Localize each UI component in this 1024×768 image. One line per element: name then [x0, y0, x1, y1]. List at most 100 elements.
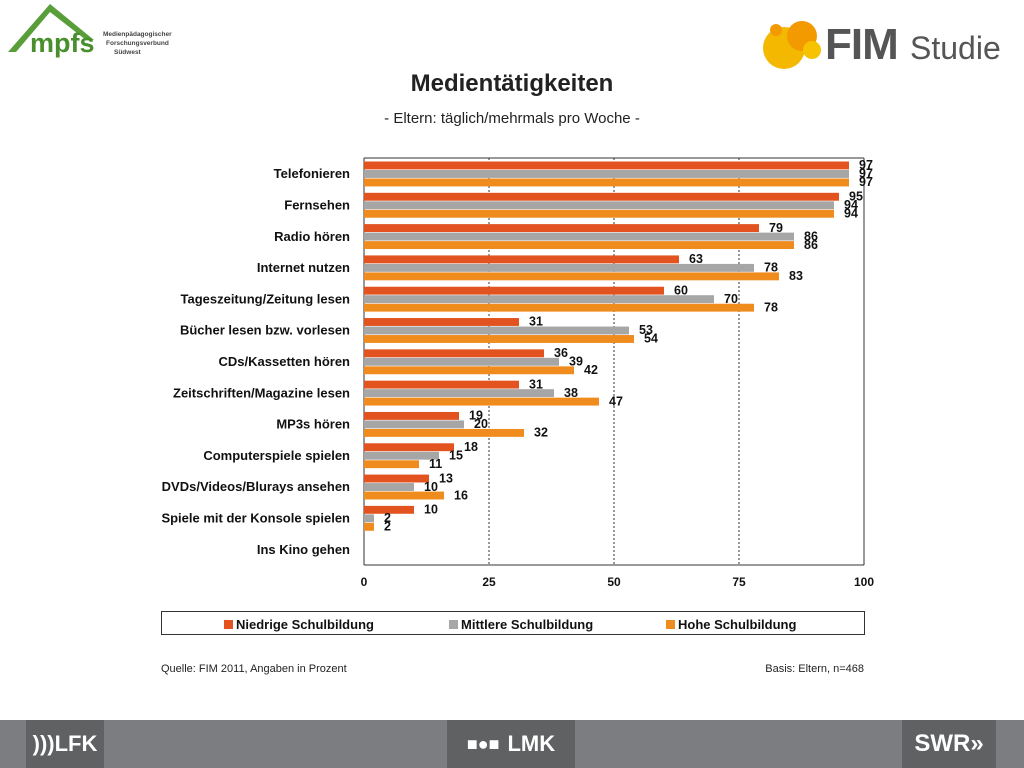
- footer-swr-label: SWR»: [914, 730, 984, 757]
- bar: [364, 326, 629, 335]
- bar: [364, 443, 454, 452]
- bar: [364, 170, 849, 178]
- data-label: 97: [859, 175, 873, 189]
- bars: [364, 161, 849, 531]
- legend: Niedrige Schulbildung Mittlere Schulbild…: [161, 611, 865, 635]
- category-label: Spiele mit der Konsole spielen: [161, 511, 350, 526]
- chart-title: Medientätigkeiten: [410, 70, 614, 97]
- bar: [364, 178, 849, 187]
- bar: [364, 420, 464, 429]
- legend-label: Mittlere Schulbildung: [461, 617, 594, 632]
- bar: [364, 491, 444, 500]
- bar: [364, 397, 599, 406]
- data-label: 54: [644, 332, 658, 346]
- data-label: 2: [384, 511, 391, 525]
- bar: [364, 451, 439, 460]
- category-label: Computerspiele spielen: [203, 448, 350, 463]
- bar: [364, 209, 834, 218]
- bar: [364, 318, 519, 326]
- x-tick-label: 50: [607, 575, 621, 589]
- category-label: CDs/Kassetten hören: [219, 354, 351, 369]
- category-label: Bücher lesen bzw. vorlesen: [180, 323, 350, 338]
- category-label: Telefonieren: [274, 166, 350, 181]
- data-label: 70: [724, 292, 738, 306]
- footer-lmk-icon: ■●■: [466, 733, 500, 754]
- legend-item-mittel: Mittlere Schulbildung: [449, 617, 593, 632]
- bar: [364, 380, 519, 389]
- bar: [364, 460, 419, 469]
- footer-lmk-label: ■●■ LMK: [466, 731, 556, 756]
- data-label: 2: [384, 520, 391, 534]
- fim-wordmark: FIM: [825, 20, 899, 69]
- x-tick-label: 75: [732, 575, 746, 589]
- data-label: 53: [639, 323, 653, 337]
- data-label: 15: [449, 448, 463, 462]
- data-label: 79: [769, 221, 783, 235]
- bar: [364, 286, 664, 295]
- bar: [364, 428, 524, 437]
- category-label: Tageszeitung/Zeitung lesen: [180, 291, 350, 306]
- bar: [364, 201, 834, 210]
- basis-note: Basis: Eltern, n=468: [765, 663, 864, 675]
- x-tick-label: 100: [854, 575, 874, 589]
- legend-label: Niedrige Schulbildung: [236, 617, 374, 632]
- category-label: Zeitschriften/Magazine lesen: [173, 385, 350, 400]
- data-label: 11: [429, 457, 442, 471]
- mpfs-subline-3: Südwest: [114, 49, 141, 56]
- data-label: 94: [844, 207, 858, 221]
- x-tick-label: 25: [482, 575, 496, 589]
- data-label: 97: [859, 167, 873, 181]
- footer-lfk-tab: [26, 720, 104, 768]
- legend-swatch: [224, 620, 233, 629]
- bar: [364, 483, 414, 491]
- bar: [364, 303, 754, 312]
- mpfs-logo: mpfs Medienpädagogischer Forschungsverbu…: [6, 0, 176, 70]
- category-label: MP3s hören: [276, 417, 350, 432]
- category-label: Ins Kino gehen: [257, 542, 350, 557]
- bar: [364, 366, 574, 375]
- value-labels: 9797979594947986866378836070783153543639…: [384, 158, 873, 533]
- data-label: 38: [564, 386, 578, 400]
- bar: [364, 161, 849, 170]
- data-label: 47: [609, 394, 623, 408]
- bar: [364, 192, 839, 201]
- fim-sun-icon: [763, 21, 821, 69]
- mpfs-subline-2: Forschungsverbund: [106, 40, 169, 47]
- footer-swr-icon: »: [970, 730, 984, 757]
- data-label: 97: [859, 158, 873, 172]
- data-label: 31: [529, 315, 543, 329]
- data-label: 31: [529, 377, 543, 391]
- data-label: 19: [469, 409, 483, 423]
- data-label: 18: [464, 440, 478, 454]
- category-labels: Telefonieren Fernsehen Radio hören Internet…: [161, 166, 350, 557]
- data-label: 95: [849, 190, 863, 204]
- data-label: 42: [584, 363, 598, 377]
- footer-bar: ))) LFK ■●■ LMK SWR»: [0, 720, 1024, 768]
- data-label: 39: [569, 355, 583, 369]
- bar: [364, 224, 759, 233]
- bar: [364, 474, 429, 483]
- bar: [364, 349, 544, 358]
- data-label: 16: [454, 488, 468, 502]
- category-label: DVDs/Videos/Blurays ansehen: [162, 479, 350, 494]
- bar: [364, 522, 374, 531]
- bar: [364, 411, 459, 420]
- bar: [364, 241, 794, 250]
- legend-item-niedrig: Niedrige Schulbildung: [224, 617, 374, 632]
- data-label: 32: [534, 426, 548, 440]
- bar: [364, 514, 374, 523]
- legend-item-hoch: Hohe Schulbildung: [666, 617, 796, 632]
- data-label: 86: [804, 229, 818, 243]
- bar: [364, 232, 794, 241]
- bar: [364, 295, 714, 304]
- category-label: Fernsehen: [284, 197, 350, 212]
- data-label: 36: [554, 346, 568, 360]
- bar: [364, 263, 754, 272]
- mpfs-subline-1: Medienpädagogischer: [103, 31, 172, 38]
- data-label: 63: [689, 252, 703, 266]
- legend-swatch: [449, 620, 458, 629]
- x-axis: 0 25 50 75 100: [361, 575, 875, 589]
- data-label: 83: [789, 269, 803, 283]
- data-label: 78: [764, 261, 778, 275]
- legend-label: Hohe Schulbildung: [678, 617, 797, 632]
